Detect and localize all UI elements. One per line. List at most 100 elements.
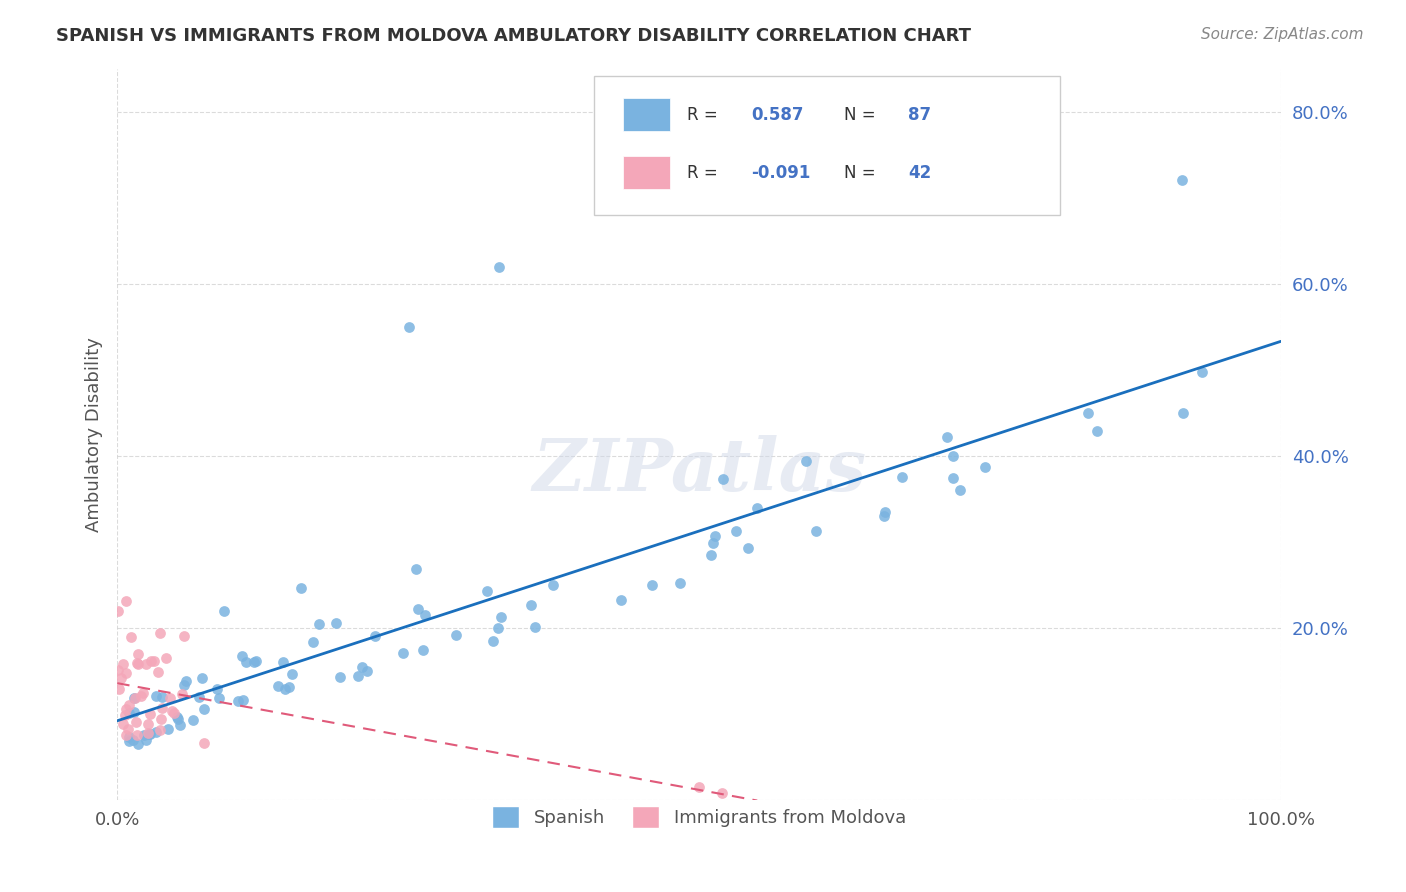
Point [231,649,253,664]
Point [942,450,965,464]
Point [115,702,138,716]
Point [391,646,413,660]
Point [149,626,172,640]
Legend: Spanish, Immigrants from Moldova: Spanish, Immigrants from Moldova [485,798,912,835]
Point [413,607,436,622]
Text: -0.091: -0.091 [751,164,811,182]
Text: Source: ZipAtlas.com: Source: ZipAtlas.com [1201,27,1364,42]
Point [491,610,513,624]
Point [173,629,195,643]
Point [235,655,257,669]
Point [446,628,468,642]
FancyBboxPatch shape [623,156,669,189]
Point [132,728,155,742]
Point [364,629,387,643]
Point [107,604,129,618]
Point [193,702,215,716]
Point [347,669,370,683]
Point [352,659,374,673]
Point [170,687,193,701]
Point [118,706,141,720]
Point [412,643,434,657]
Point [873,508,896,523]
Point [475,584,498,599]
Point [122,733,145,747]
Point [488,260,510,274]
Point [278,680,301,694]
FancyBboxPatch shape [595,76,1060,215]
Point [122,705,145,719]
Point [245,654,267,668]
Point [724,524,747,538]
Point [520,598,543,612]
Point [242,655,264,669]
Point [127,647,149,661]
Point [162,704,184,718]
Point [138,716,160,731]
Point [356,665,378,679]
Point [167,712,190,726]
Point [118,733,141,747]
Point [704,529,727,543]
Point [804,524,827,539]
Text: N =: N = [845,164,882,182]
Point [159,690,181,705]
Point [149,712,172,726]
Point [145,690,167,704]
Point [155,651,177,665]
Point [873,505,896,519]
Point [711,473,734,487]
Point [308,617,330,632]
Point [942,471,965,485]
Point [232,693,254,707]
Y-axis label: Ambulatory Disability: Ambulatory Disability [86,337,103,532]
Point [688,780,710,795]
Point [405,562,427,576]
Point [135,657,157,672]
Point [302,634,325,648]
Point [124,691,146,706]
Point [156,722,179,736]
Point [136,726,159,740]
Point [271,655,294,669]
Point [149,723,172,737]
Point [120,630,142,644]
Point [1191,365,1213,379]
Point [541,578,564,592]
Text: 87: 87 [908,105,932,124]
Point [127,657,149,671]
Point [145,724,167,739]
Point [111,657,134,671]
Point [138,726,160,740]
Text: SPANISH VS IMMIGRANTS FROM MOLDOVA AMBULATORY DISABILITY CORRELATION CHART: SPANISH VS IMMIGRANTS FROM MOLDOVA AMBUL… [56,27,972,45]
Point [141,654,163,668]
Point [163,706,186,721]
Point [1171,406,1194,420]
Point [486,621,509,635]
Point [139,706,162,721]
Point [226,694,249,708]
Point [193,736,215,750]
Point [329,670,352,684]
Text: 0.587: 0.587 [751,105,804,124]
Text: 42: 42 [908,164,932,182]
Point [125,714,148,729]
Point [890,470,912,484]
Point [135,733,157,747]
Point [274,682,297,697]
Point [936,429,959,443]
Point [205,682,228,697]
Point [641,577,664,591]
Text: R =: R = [688,105,723,124]
Point [187,690,209,704]
Point [973,460,995,475]
Point [669,576,692,591]
Point [523,619,546,633]
Point [118,730,141,744]
Point [948,483,970,497]
Point [1085,424,1108,438]
Point [266,679,288,693]
Point [127,737,149,751]
Point [398,319,420,334]
Text: R =: R = [688,164,723,182]
